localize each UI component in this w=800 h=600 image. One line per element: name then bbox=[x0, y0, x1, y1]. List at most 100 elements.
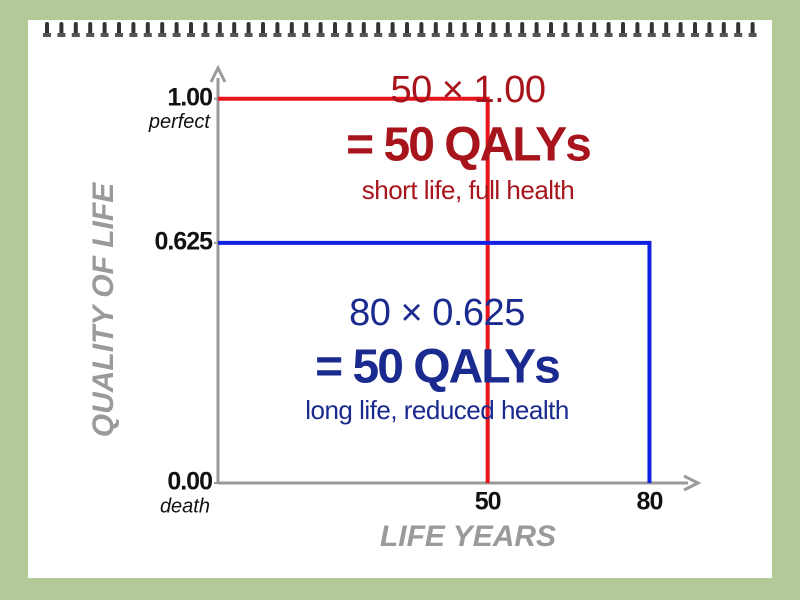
ring bbox=[361, 22, 366, 36]
ring-hole bbox=[374, 33, 383, 37]
y-axis-arrow bbox=[209, 64, 227, 83]
ring-hole bbox=[57, 33, 66, 37]
ring bbox=[117, 22, 121, 36]
ring-hole bbox=[691, 33, 699, 37]
ring-hole bbox=[633, 33, 642, 37]
ring bbox=[606, 22, 611, 36]
x-tick-label: 80 bbox=[637, 488, 663, 516]
ring-hole bbox=[676, 33, 685, 37]
ring bbox=[405, 22, 409, 36]
ring-hole bbox=[590, 33, 599, 37]
ring bbox=[174, 22, 179, 36]
ring bbox=[304, 22, 309, 36]
ring-hole bbox=[662, 33, 671, 37]
ring-hole bbox=[446, 33, 455, 37]
ring-hole bbox=[748, 33, 757, 37]
ring-hole bbox=[259, 33, 267, 37]
ring bbox=[621, 22, 625, 36]
ring bbox=[505, 22, 510, 36]
ring-hole bbox=[71, 33, 80, 37]
annotation: long life, reduced health bbox=[305, 395, 569, 425]
ring bbox=[261, 22, 265, 36]
qaly-rectangle bbox=[218, 240, 652, 483]
ring bbox=[160, 22, 165, 36]
ring-hole bbox=[100, 33, 109, 37]
ring-hole bbox=[359, 33, 368, 37]
ring bbox=[448, 22, 453, 36]
ring bbox=[491, 22, 496, 36]
ring-hole bbox=[431, 33, 440, 37]
ring bbox=[649, 22, 654, 36]
ring-hole bbox=[647, 33, 656, 37]
ring-hole bbox=[302, 33, 311, 37]
ring bbox=[563, 22, 568, 36]
ring bbox=[707, 22, 712, 36]
ring-hole bbox=[460, 33, 469, 37]
ring bbox=[333, 22, 337, 36]
annotation: = 50 QALYs bbox=[346, 119, 590, 172]
ring bbox=[189, 22, 193, 36]
ring bbox=[289, 22, 294, 36]
ring-hole bbox=[619, 33, 627, 37]
x-tick-label: 50 bbox=[475, 488, 501, 516]
ring-hole bbox=[244, 33, 253, 37]
ring-hole bbox=[388, 33, 397, 37]
ring-hole bbox=[215, 33, 224, 37]
ring-hole bbox=[143, 33, 152, 37]
ring bbox=[390, 22, 395, 36]
x-axis-label: LIFE YEARS bbox=[380, 520, 556, 553]
ring bbox=[635, 22, 640, 36]
qaly-rectangle bbox=[218, 96, 490, 483]
ring bbox=[577, 22, 582, 36]
ring bbox=[549, 22, 553, 36]
y-tick-note: death bbox=[160, 495, 210, 517]
ring-hole bbox=[518, 33, 527, 37]
ring bbox=[433, 22, 438, 36]
ring bbox=[592, 22, 597, 36]
ring-hole bbox=[489, 33, 498, 37]
ring bbox=[750, 22, 755, 36]
ring-hole bbox=[187, 33, 195, 37]
ring-hole bbox=[561, 33, 570, 37]
ring-hole bbox=[230, 33, 239, 37]
ring-hole bbox=[705, 33, 714, 37]
ring-hole bbox=[129, 33, 138, 37]
ring-hole bbox=[316, 33, 325, 37]
ring-hole bbox=[43, 33, 51, 37]
ring bbox=[203, 22, 208, 36]
ring-hole bbox=[273, 33, 282, 37]
ring bbox=[45, 22, 49, 36]
ring-hole bbox=[287, 33, 296, 37]
ring-hole bbox=[86, 33, 95, 37]
ring bbox=[678, 22, 683, 36]
x-axis-arrow bbox=[683, 474, 702, 492]
ring bbox=[721, 22, 726, 36]
y-axis-label: QUALITY OF LIFE bbox=[87, 182, 120, 437]
ring-hole bbox=[331, 33, 339, 37]
ring bbox=[131, 22, 136, 36]
ring-hole bbox=[475, 33, 483, 37]
ring bbox=[102, 22, 107, 36]
ring bbox=[318, 22, 323, 36]
ring-hole bbox=[158, 33, 167, 37]
annotation: 80 × 0.625 bbox=[349, 292, 525, 334]
ring-hole bbox=[734, 33, 743, 37]
y-tick-label: 0.00 bbox=[167, 468, 212, 496]
ring bbox=[534, 22, 539, 36]
ring-hole bbox=[417, 33, 426, 37]
ring bbox=[664, 22, 669, 36]
ring-hole bbox=[547, 33, 555, 37]
ring bbox=[520, 22, 525, 36]
ring bbox=[376, 22, 381, 36]
annotation: short life, full health bbox=[362, 175, 575, 205]
ring-hole bbox=[604, 33, 613, 37]
ring bbox=[477, 22, 481, 36]
ring bbox=[59, 22, 64, 36]
y-tick-label: 1.00 bbox=[167, 83, 212, 111]
ring bbox=[217, 22, 222, 36]
ring-hole bbox=[201, 33, 210, 37]
y-tick-note: perfect bbox=[148, 111, 212, 133]
ring bbox=[88, 22, 93, 36]
